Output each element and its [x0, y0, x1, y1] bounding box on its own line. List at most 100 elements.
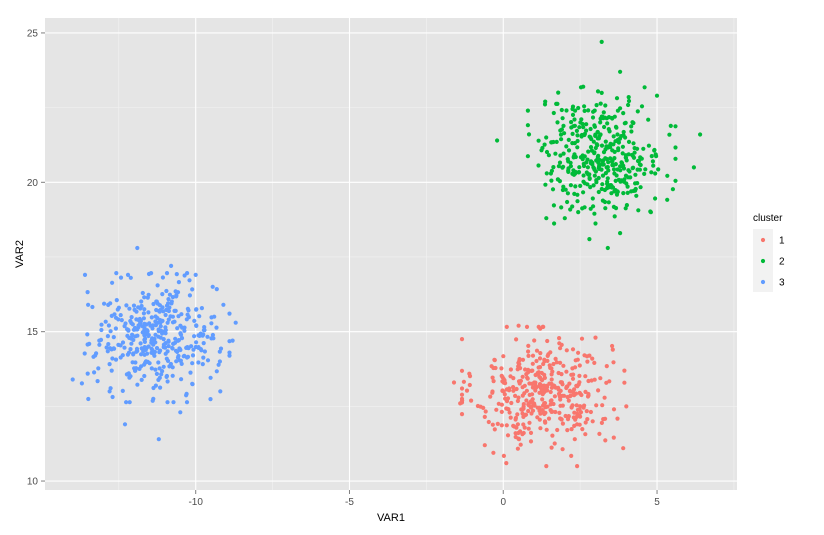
data-point [609, 159, 615, 164]
data-point [170, 345, 175, 351]
data-point [601, 110, 606, 115]
data-point [605, 176, 610, 181]
data-point [179, 361, 184, 366]
data-point [140, 290, 145, 296]
data-point [544, 171, 549, 176]
data-point [560, 382, 565, 387]
data-point [538, 351, 543, 356]
data-point [603, 438, 608, 443]
data-point [520, 374, 525, 379]
data-point [549, 377, 554, 382]
data-point [592, 173, 597, 178]
data-point [552, 441, 557, 446]
data-point [499, 373, 504, 378]
data-point [527, 420, 532, 425]
data-point [576, 170, 581, 175]
data-point [522, 383, 527, 388]
data-point [673, 178, 678, 183]
data-point [520, 357, 526, 362]
data-point [507, 410, 512, 415]
data-point [514, 386, 519, 392]
data-point [459, 392, 465, 397]
data-point [194, 340, 199, 345]
data-point [610, 343, 615, 349]
data-point [584, 128, 589, 133]
data-point [185, 312, 190, 317]
data-point [184, 317, 189, 322]
data-point [168, 361, 173, 367]
data-point [559, 205, 564, 210]
data-point [616, 148, 621, 153]
data-point [169, 299, 174, 304]
data-point [108, 386, 113, 391]
data-point [665, 197, 670, 202]
data-point [582, 353, 587, 358]
x-tick-label: 0 [500, 497, 506, 508]
data-point [196, 345, 201, 350]
data-point [82, 272, 88, 277]
data-point [153, 367, 158, 372]
data-point [130, 322, 135, 327]
data-point [212, 314, 217, 319]
data-point [505, 433, 511, 438]
data-point [126, 328, 131, 333]
data-point [566, 398, 571, 403]
data-point [160, 275, 165, 280]
data-point [104, 345, 109, 350]
data-point [571, 372, 576, 377]
data-point [520, 411, 525, 416]
data-point [577, 422, 582, 427]
data-point [515, 422, 521, 427]
data-point [171, 341, 176, 346]
data-point [560, 421, 566, 426]
data-point [611, 407, 617, 412]
data-point [599, 39, 604, 45]
data-point [139, 364, 144, 369]
data-point [196, 360, 201, 365]
data-point [541, 361, 546, 367]
data-point [201, 355, 206, 360]
data-point [590, 356, 595, 361]
data-point [482, 414, 487, 419]
data-point [154, 299, 159, 304]
data-point [560, 116, 565, 121]
data-point [518, 442, 523, 447]
data-point [667, 132, 672, 137]
data-point [568, 183, 574, 188]
x-tick-label: 5 [654, 497, 660, 508]
data-point [135, 333, 140, 338]
data-point [515, 446, 521, 451]
data-point [586, 393, 591, 398]
data-point [561, 164, 566, 169]
data-point [538, 426, 543, 431]
data-point [483, 409, 488, 414]
data-point [166, 344, 171, 349]
data-point [619, 160, 624, 165]
data-point [86, 396, 91, 402]
data-point [182, 328, 187, 333]
data-point [163, 312, 168, 318]
data-point [665, 173, 670, 178]
data-point [173, 289, 178, 294]
y-tick-label: 25 [27, 28, 39, 39]
data-point [649, 154, 654, 159]
data-point [621, 178, 626, 183]
data-point [163, 328, 168, 333]
data-point [653, 196, 658, 201]
data-point [190, 353, 196, 358]
data-point [118, 313, 123, 318]
data-point [491, 450, 496, 455]
x-tick-label: -10 [188, 497, 203, 508]
data-point [594, 403, 599, 408]
data-point [518, 378, 524, 383]
data-point [537, 417, 542, 422]
data-point [151, 385, 156, 391]
data-point [540, 397, 545, 402]
data-point [622, 368, 627, 373]
data-point [563, 413, 568, 419]
data-point [570, 112, 576, 117]
data-point [540, 392, 545, 397]
data-point [592, 108, 597, 113]
data-point [113, 357, 119, 362]
